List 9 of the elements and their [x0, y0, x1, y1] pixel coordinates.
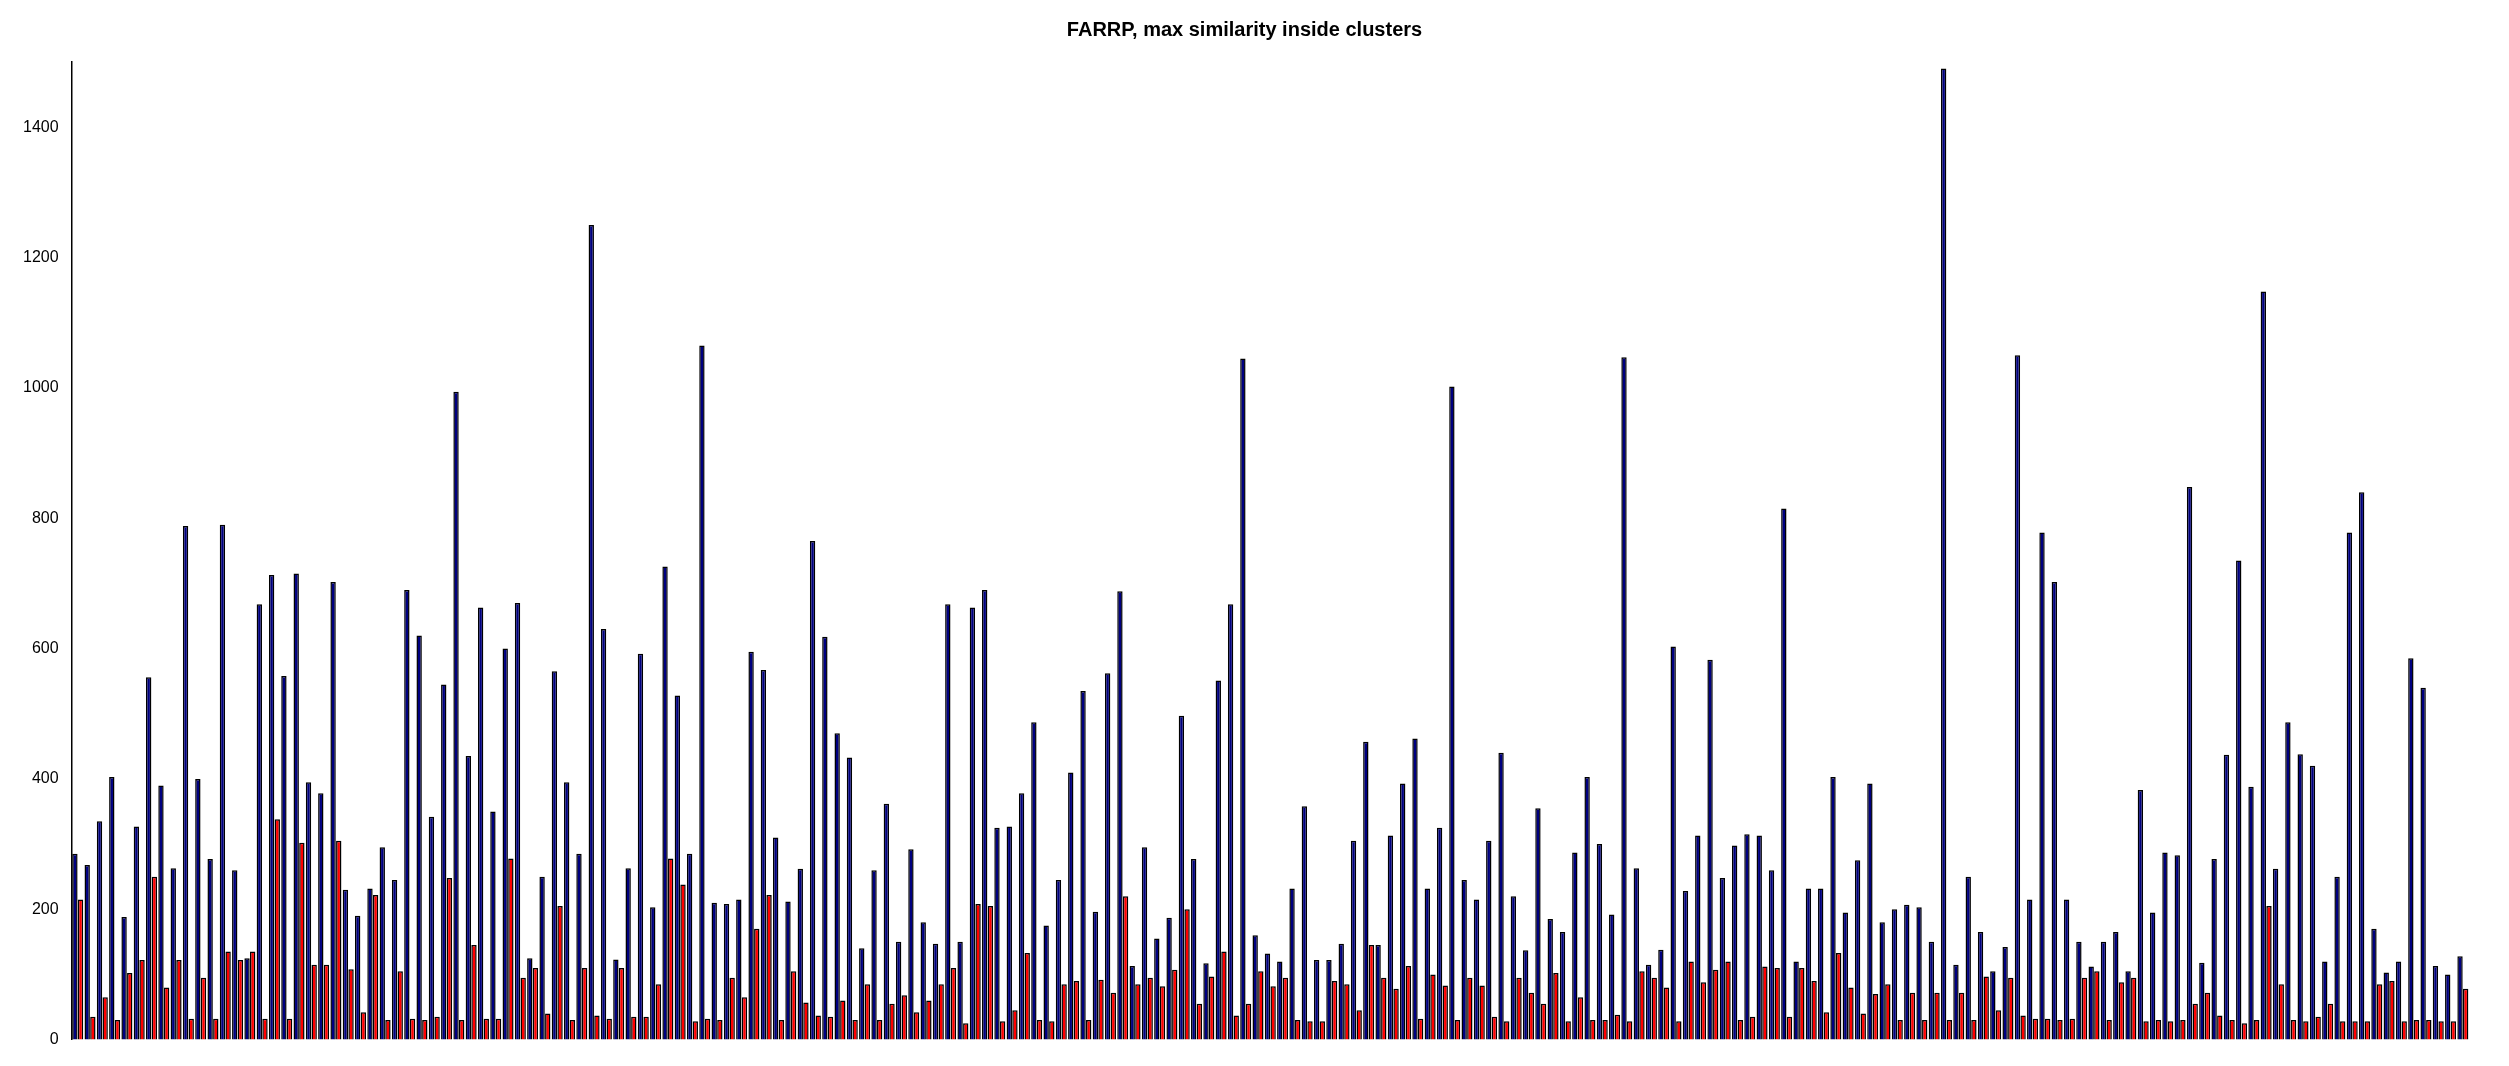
y-tick-label: 1200	[23, 247, 59, 265]
y-tick-label: 200	[31, 899, 59, 917]
y-tick-label: 800	[31, 508, 59, 526]
y-tick-label: 0	[49, 1030, 59, 1048]
chart-title: FARRP, max similarity inside clusters	[1066, 17, 1423, 40]
y-tick-label: 600	[31, 638, 59, 656]
y-tick-label: 400	[31, 769, 59, 787]
y-tick-label: 1000	[23, 378, 59, 396]
y-tick-label: 1400	[23, 117, 59, 135]
